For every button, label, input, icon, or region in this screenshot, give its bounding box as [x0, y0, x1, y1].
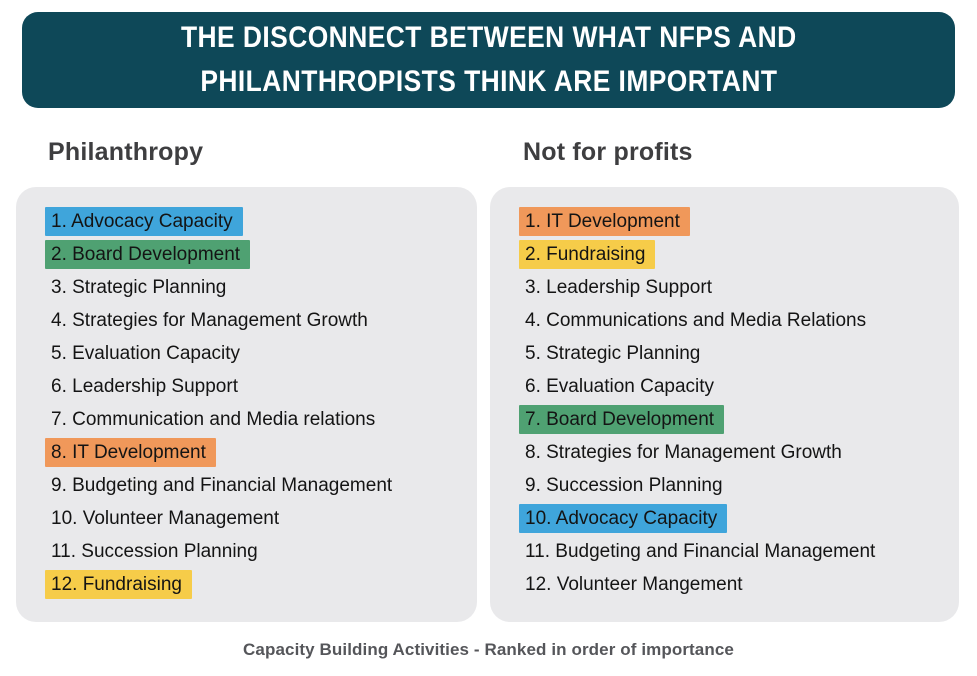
chart-caption: Capacity Building Activities - Ranked in… — [243, 640, 734, 659]
column-header-philanthropy: Philanthropy — [48, 138, 204, 166]
highlighted-item-yellow: 12. Fundraising — [45, 570, 192, 599]
list-item: 11. Succession Planning — [45, 535, 477, 568]
list-item: 1. IT Development — [519, 205, 959, 238]
highlighted-item-green: 2. Board Development — [45, 240, 251, 269]
item-text: 10. Volunteer Management — [51, 508, 280, 529]
list-item: 11. Budgeting and Financial Management — [519, 535, 959, 568]
highlighted-item-orange: 8. IT Development — [45, 438, 216, 467]
title-line-2: PHILANTHROPISTS THINK ARE IMPORTANT — [199, 65, 778, 98]
item-text: 12. Volunteer Mangement — [525, 574, 743, 595]
highlighted-item-green: 7. Board Development — [519, 405, 725, 434]
highlighted-item-blue: 10. Advocacy Capacity — [519, 504, 728, 533]
column-header-not-for-profits: Not for profits — [523, 138, 693, 166]
list-item: 7. Board Development — [519, 403, 959, 436]
list-item: 1. Advocacy Capacity — [45, 205, 477, 238]
item-text: 5. Strategic Planning — [525, 343, 701, 364]
list-item: 4. Communications and Media Relations — [519, 304, 959, 337]
list-item: 9. Succession Planning — [519, 469, 959, 502]
highlighted-item-blue: 1. Advocacy Capacity — [45, 207, 243, 236]
title-line-1: THE DISCONNECT BETWEEN WHAT NFPS AND — [180, 21, 797, 54]
item-text: 9. Budgeting and Financial Management — [51, 475, 393, 496]
list-item: 8. Strategies for Management Growth — [519, 436, 959, 469]
list-item: 10. Volunteer Management — [45, 502, 477, 535]
list-item: 12. Fundraising — [45, 568, 477, 601]
list-item: 12. Volunteer Mangement — [519, 568, 959, 601]
item-text: 6. Evaluation Capacity — [525, 376, 715, 397]
item-text: 11. Succession Planning — [51, 541, 258, 562]
item-text: 8. Strategies for Management Growth — [525, 442, 842, 463]
item-text: 4. Communications and Media Relations — [525, 310, 867, 331]
item-text: 7. Communication and Media relations — [51, 409, 376, 430]
item-text: 11. Budgeting and Financial Management — [525, 541, 876, 562]
list-item: 10. Advocacy Capacity — [519, 502, 959, 535]
highlighted-item-orange: 1. IT Development — [519, 207, 690, 236]
list-item: 9. Budgeting and Financial Management — [45, 469, 477, 502]
item-text: 6. Leadership Support — [51, 376, 238, 397]
item-text: 4. Strategies for Management Growth — [51, 310, 368, 331]
list-item: 2. Fundraising — [519, 238, 959, 271]
item-text: 5. Evaluation Capacity — [51, 343, 241, 364]
list-item: 3. Strategic Planning — [45, 271, 477, 304]
list-item: 3. Leadership Support — [519, 271, 959, 304]
title-banner: THE DISCONNECT BETWEEN WHAT NFPS AND PHI… — [22, 12, 955, 108]
item-text: 9. Succession Planning — [525, 475, 723, 496]
highlighted-item-yellow: 2. Fundraising — [519, 240, 656, 269]
list-item: 2. Board Development — [45, 238, 477, 271]
list-item: 6. Leadership Support — [45, 370, 477, 403]
list-item: 5. Evaluation Capacity — [45, 337, 477, 370]
list-item: 5. Strategic Planning — [519, 337, 959, 370]
list-item: 7. Communication and Media relations — [45, 403, 477, 436]
item-text: 3. Leadership Support — [525, 277, 712, 298]
item-text: 3. Strategic Planning — [51, 277, 227, 298]
philanthropy-list-panel: 1. Advocacy Capacity 2. Board Development… — [16, 187, 477, 622]
not-for-profits-list-panel: 1. IT Development 2. Fundraising 3. Leader… — [490, 187, 959, 622]
list-item: 6. Evaluation Capacity — [519, 370, 959, 403]
list-item: 4. Strategies for Management Growth — [45, 304, 477, 337]
list-item: 8. IT Development — [45, 436, 477, 469]
